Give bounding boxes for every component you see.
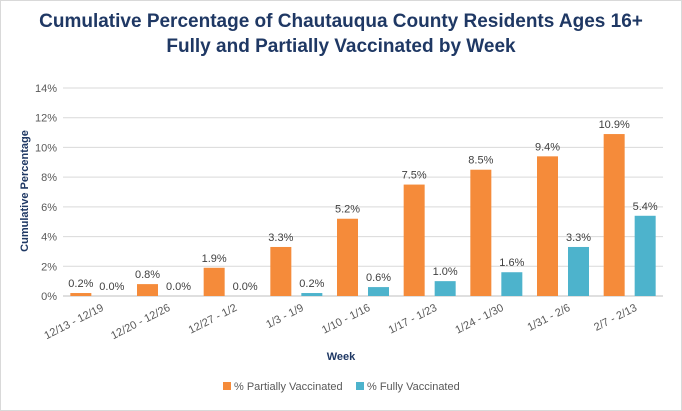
data-label: 8.5%	[468, 155, 493, 167]
x-tick-label: 1/31 - 2/6	[525, 302, 572, 334]
y-tick-label: 6%	[41, 202, 57, 214]
bar-partially-vaccinated	[537, 156, 558, 296]
chart-title-line2: Fully and Partially Vaccinated by Week	[166, 36, 516, 57]
data-label: 3.3%	[268, 232, 293, 244]
y-tick-label: 8%	[41, 172, 57, 184]
bar-partially-vaccinated	[403, 184, 425, 296]
data-label: 5.4%	[633, 201, 658, 213]
bar-partially-vaccinated	[203, 267, 225, 296]
x-tick-label: 1/3 - 1/9	[264, 302, 305, 331]
x-tick-label: 12/20 - 12/26	[109, 302, 172, 342]
x-axis-title: Week	[327, 351, 356, 363]
data-label: 10.9%	[599, 119, 630, 131]
data-label: 0.0%	[166, 281, 191, 293]
data-label: 3.3%	[566, 232, 591, 244]
bar-partially-vaccinated	[603, 134, 625, 296]
data-label: 1.0%	[433, 266, 458, 278]
bar-partially-vaccinated	[470, 169, 492, 296]
data-label: 0.6%	[366, 272, 391, 284]
y-axis-title: Cumulative Percentage	[19, 130, 31, 252]
bar-partially-vaccinated	[270, 246, 292, 296]
data-label: 0.0%	[99, 281, 124, 293]
y-tick-label: 4%	[41, 232, 57, 244]
legend-swatch	[356, 382, 364, 390]
bar-partially-vaccinated	[137, 284, 158, 296]
bar-fully-vaccinated	[301, 293, 323, 296]
bar-partially-vaccinated	[337, 218, 358, 296]
chart-title-line1: Cumulative Percentage of Chautauqua Coun…	[39, 11, 643, 32]
bar-fully-vaccinated	[434, 281, 456, 296]
y-tick-label: 0%	[41, 291, 57, 303]
data-label: 7.5%	[402, 170, 427, 182]
y-tick-label: 2%	[41, 261, 57, 273]
data-label: 5.2%	[335, 204, 360, 216]
bar-fully-vaccinated	[568, 246, 589, 296]
chart-title: Cumulative Percentage of Chautauqua Coun…	[1, 9, 681, 59]
data-label: 0.2%	[68, 278, 93, 290]
bar-fully-vaccinated	[501, 272, 523, 296]
data-label: 0.8%	[135, 269, 160, 281]
bar-fully-vaccinated	[634, 215, 656, 296]
y-tick-label: 12%	[35, 113, 57, 125]
x-tick-label: 12/27 - 1/2	[187, 302, 239, 337]
data-label: 1.9%	[202, 253, 227, 265]
legend-label: % Partially Vaccinated	[234, 381, 343, 393]
legend-label: % Fully Vaccinated	[367, 381, 460, 393]
data-label: 1.6%	[499, 257, 524, 269]
y-tick-label: 10%	[35, 142, 57, 154]
data-label: 0.0%	[233, 281, 258, 293]
bar-fully-vaccinated	[368, 287, 389, 296]
x-tick-label: 1/10 - 1/16	[320, 302, 372, 337]
data-label: 0.2%	[299, 278, 324, 290]
bar-partially-vaccinated	[70, 293, 92, 296]
legend-swatch	[223, 382, 231, 390]
x-tick-label: 2/7 - 2/13	[592, 302, 639, 334]
y-tick-label: 14%	[35, 83, 57, 95]
x-tick-label: 1/24 - 1/30	[453, 302, 505, 337]
x-tick-label: 1/17 - 1/23	[387, 302, 439, 337]
x-tick-label: 12/13 - 12/19	[42, 302, 105, 342]
data-label: 9.4%	[535, 141, 560, 153]
